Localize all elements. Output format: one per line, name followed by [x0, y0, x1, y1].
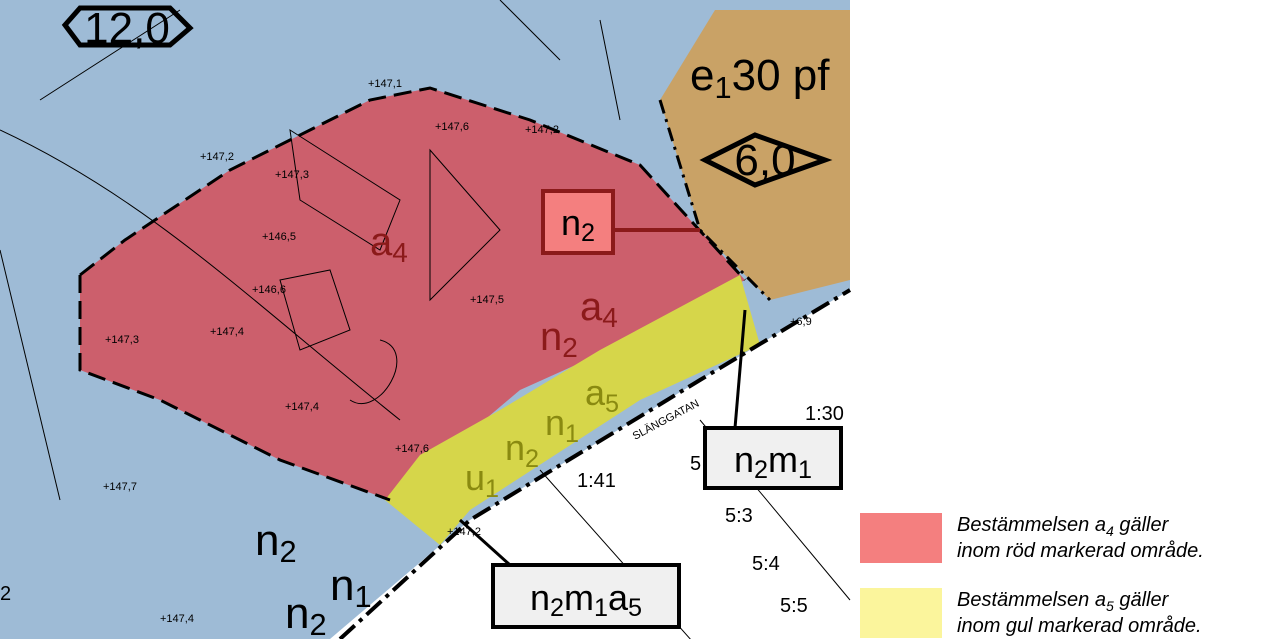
- label-box: [703, 426, 843, 490]
- brown-zone: [660, 10, 850, 300]
- label-letter: n: [540, 315, 562, 359]
- legend-text: inom gul markerad område.: [957, 615, 1202, 637]
- box-label: n2m1: [734, 439, 812, 484]
- spot-height: +147,3: [105, 334, 139, 346]
- label-letter: n: [255, 516, 279, 565]
- label-sub: 2: [562, 332, 578, 363]
- property-label: 5:4: [752, 553, 780, 575]
- label-sub: 1: [485, 475, 499, 503]
- label-letter: n: [285, 589, 309, 638]
- label-letter: a: [585, 372, 606, 413]
- area-label: n2: [255, 516, 297, 569]
- max-height: 6,0: [734, 136, 795, 185]
- area-label: n1: [545, 402, 579, 448]
- spot-height: +147,6: [435, 121, 469, 133]
- spot-height: +147,4: [160, 613, 194, 625]
- spot-height: +146,5: [262, 231, 296, 243]
- label-sub: 2: [525, 445, 539, 473]
- legend-text-sub: 5: [1106, 598, 1114, 614]
- label-box: [491, 563, 681, 629]
- spot-height: +147,3: [275, 169, 309, 181]
- legend-text-part: Bestämmelsen a: [957, 514, 1106, 536]
- zone-code: e130 pf: [690, 51, 830, 105]
- label-sub: 5: [605, 390, 619, 418]
- boundary: [79, 86, 747, 282]
- boundary: [78, 275, 391, 502]
- label-sub: 2: [279, 534, 296, 569]
- area-label: a4: [370, 220, 408, 268]
- legend-text-part: Bestämmelsen a: [957, 589, 1106, 611]
- area-label: u1: [465, 457, 499, 503]
- legend-text: Bestämmelsen a4 gäller: [957, 514, 1170, 539]
- label-sub: 4: [392, 237, 408, 268]
- spot-height: +147,5: [470, 294, 504, 306]
- area-label: n2: [505, 427, 539, 473]
- leader: [458, 518, 512, 567]
- label-letter: n: [505, 427, 525, 468]
- spot-height: +147,1: [368, 78, 402, 90]
- label-sub: 4: [602, 302, 618, 333]
- label-box: [541, 189, 615, 255]
- spot-height: +146,6: [252, 284, 286, 296]
- property-label: 1:30: [805, 403, 844, 425]
- property-label: 5: [690, 453, 701, 475]
- map-lines: [0, 0, 851, 639]
- height-marker: [699, 132, 833, 188]
- label-letter: n: [330, 561, 354, 610]
- legend-text-part: gäller: [1114, 514, 1170, 536]
- leader: [733, 309, 747, 429]
- boundary: [338, 288, 852, 639]
- spot-height: +147,4: [285, 401, 319, 413]
- box-label: n2m1a5: [530, 577, 642, 622]
- label-sub: 1: [565, 420, 579, 448]
- street-area: [330, 290, 850, 639]
- area-label: n2: [540, 315, 578, 363]
- area-label: a5: [585, 372, 619, 418]
- spot-heights: +147,1 +147,2 +147,6 +147,2 +147,3 +146,5 +146…: [103, 78, 812, 625]
- max-height: 12,0: [84, 4, 170, 53]
- legend-text-sub: 4: [1106, 523, 1114, 539]
- legend-swatch: [860, 513, 942, 563]
- map-area: [0, 0, 852, 639]
- label-letter: a: [370, 220, 393, 264]
- property-label: 1:41: [577, 470, 616, 492]
- spot-height: +147,6: [395, 443, 429, 455]
- yellow-zone: [385, 275, 760, 545]
- spot-height: +147,4: [210, 326, 244, 338]
- property-label: 2: [0, 583, 11, 605]
- spot-height: +147,2: [525, 124, 559, 136]
- label-sub: 2: [309, 607, 326, 639]
- spot-height: +147,7: [103, 481, 137, 493]
- legend-text: Bestämmelsen a5 gäller: [957, 589, 1170, 614]
- legend-text: inom röd markerad område.: [957, 540, 1204, 562]
- property-label: 5:3: [725, 505, 753, 527]
- legend-swatch: [860, 588, 942, 638]
- label-letter: a: [580, 285, 603, 329]
- spot-height: +6,9: [790, 316, 812, 328]
- area-label: a4: [580, 285, 618, 333]
- label-letter: n: [545, 402, 565, 443]
- property-label: 5:5: [780, 595, 808, 617]
- area-label: n1: [330, 561, 372, 614]
- legend-text-part: gäller: [1114, 589, 1170, 611]
- label-sub: 1: [354, 579, 371, 614]
- area-label: n2: [285, 589, 327, 639]
- box-label: n2: [561, 202, 595, 247]
- property-labels: 1:41 5:3 5:45:5 1:30 5 2: [0, 403, 844, 617]
- label-letter: u: [465, 457, 485, 498]
- spot-height: +147,2: [447, 526, 481, 538]
- spot-height: +147,2: [200, 151, 234, 163]
- height-marker: [61, 5, 194, 48]
